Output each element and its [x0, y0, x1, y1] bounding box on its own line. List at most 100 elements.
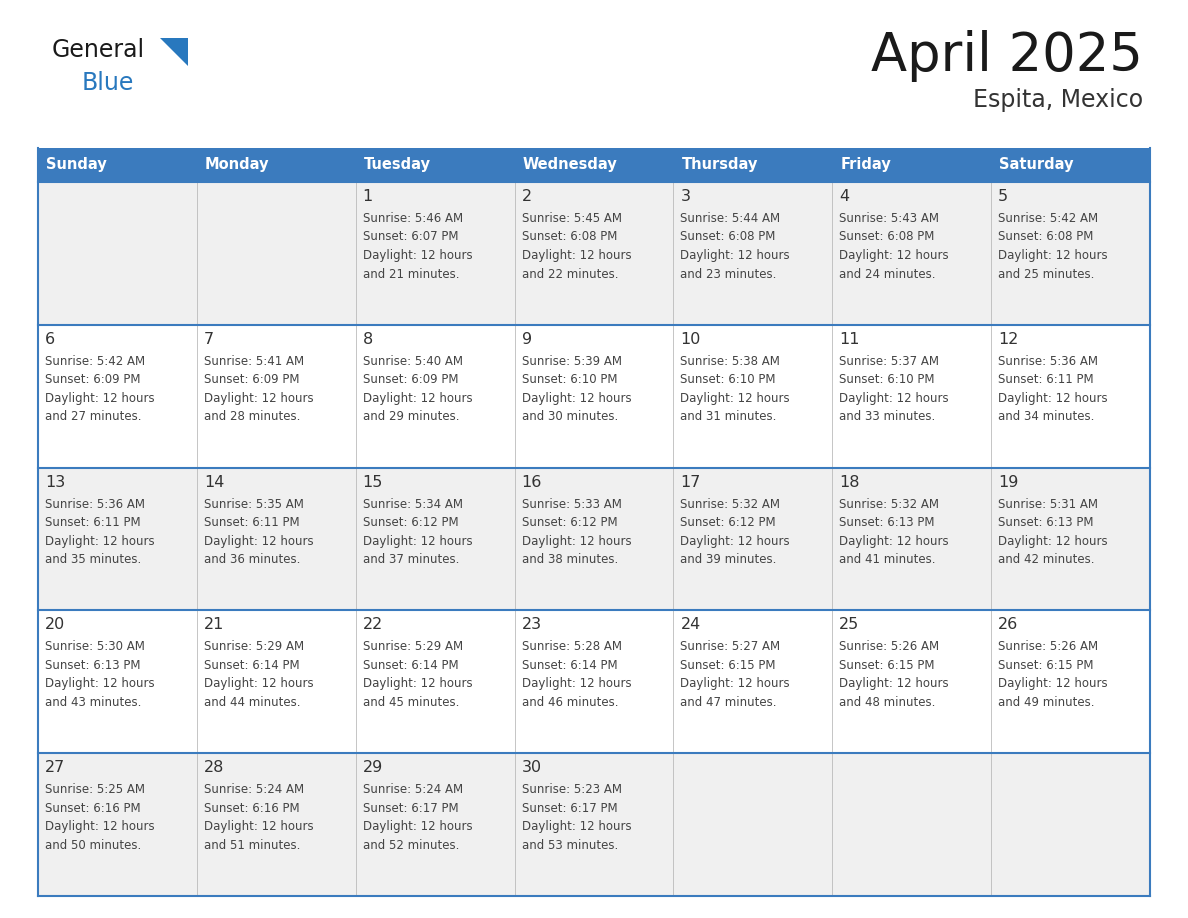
Text: Blue: Blue: [82, 71, 134, 95]
Text: Daylight: 12 hours: Daylight: 12 hours: [998, 392, 1107, 405]
Text: Daylight: 12 hours: Daylight: 12 hours: [839, 249, 949, 262]
Text: Sunrise: 5:25 AM: Sunrise: 5:25 AM: [45, 783, 145, 796]
Text: and 37 minutes.: and 37 minutes.: [362, 554, 459, 566]
Text: 21: 21: [204, 618, 225, 633]
Text: Daylight: 12 hours: Daylight: 12 hours: [45, 392, 154, 405]
Text: 1: 1: [362, 189, 373, 204]
Text: Sunset: 6:08 PM: Sunset: 6:08 PM: [998, 230, 1093, 243]
Text: Sunrise: 5:26 AM: Sunrise: 5:26 AM: [839, 641, 940, 654]
Text: Daylight: 12 hours: Daylight: 12 hours: [204, 677, 314, 690]
Text: Sunrise: 5:37 AM: Sunrise: 5:37 AM: [839, 354, 940, 368]
Text: Daylight: 12 hours: Daylight: 12 hours: [45, 820, 154, 834]
Text: Daylight: 12 hours: Daylight: 12 hours: [839, 392, 949, 405]
Text: Daylight: 12 hours: Daylight: 12 hours: [522, 820, 631, 834]
Text: 16: 16: [522, 475, 542, 489]
Text: Saturday: Saturday: [999, 158, 1074, 173]
Text: Sunset: 6:07 PM: Sunset: 6:07 PM: [362, 230, 459, 243]
Text: Sunrise: 5:42 AM: Sunrise: 5:42 AM: [45, 354, 145, 368]
Text: Sunset: 6:15 PM: Sunset: 6:15 PM: [839, 659, 935, 672]
Text: Sunset: 6:08 PM: Sunset: 6:08 PM: [522, 230, 617, 243]
Text: 23: 23: [522, 618, 542, 633]
Text: Daylight: 12 hours: Daylight: 12 hours: [681, 677, 790, 690]
Text: Sunset: 6:09 PM: Sunset: 6:09 PM: [362, 374, 459, 386]
Text: Sunset: 6:08 PM: Sunset: 6:08 PM: [839, 230, 935, 243]
Text: and 47 minutes.: and 47 minutes.: [681, 696, 777, 709]
Text: Sunset: 6:17 PM: Sunset: 6:17 PM: [362, 801, 459, 814]
Text: Daylight: 12 hours: Daylight: 12 hours: [362, 249, 473, 262]
Text: Sunset: 6:08 PM: Sunset: 6:08 PM: [681, 230, 776, 243]
Text: and 39 minutes.: and 39 minutes.: [681, 554, 777, 566]
Text: Sunrise: 5:42 AM: Sunrise: 5:42 AM: [998, 212, 1098, 225]
Text: 10: 10: [681, 331, 701, 347]
Text: 18: 18: [839, 475, 860, 489]
Text: Sunset: 6:09 PM: Sunset: 6:09 PM: [45, 374, 140, 386]
Text: Daylight: 12 hours: Daylight: 12 hours: [362, 534, 473, 548]
Text: 17: 17: [681, 475, 701, 489]
Text: Sunset: 6:15 PM: Sunset: 6:15 PM: [681, 659, 776, 672]
Text: Daylight: 12 hours: Daylight: 12 hours: [998, 534, 1107, 548]
Text: Sunset: 6:17 PM: Sunset: 6:17 PM: [522, 801, 618, 814]
Text: and 25 minutes.: and 25 minutes.: [998, 267, 1094, 281]
Text: Sunrise: 5:26 AM: Sunrise: 5:26 AM: [998, 641, 1098, 654]
Text: Wednesday: Wednesday: [523, 158, 618, 173]
Bar: [38, 182, 1150, 325]
Text: Sunset: 6:13 PM: Sunset: 6:13 PM: [45, 659, 140, 672]
Text: Daylight: 12 hours: Daylight: 12 hours: [45, 677, 154, 690]
Text: Sunrise: 5:45 AM: Sunrise: 5:45 AM: [522, 212, 621, 225]
Text: 8: 8: [362, 331, 373, 347]
Text: Sunrise: 5:27 AM: Sunrise: 5:27 AM: [681, 641, 781, 654]
Text: and 53 minutes.: and 53 minutes.: [522, 839, 618, 852]
Text: 6: 6: [45, 331, 55, 347]
Text: Sunset: 6:14 PM: Sunset: 6:14 PM: [362, 659, 459, 672]
Text: Monday: Monday: [204, 158, 270, 173]
Text: Daylight: 12 hours: Daylight: 12 hours: [522, 677, 631, 690]
Text: and 45 minutes.: and 45 minutes.: [362, 696, 459, 709]
Text: Sunset: 6:12 PM: Sunset: 6:12 PM: [681, 516, 776, 529]
Text: 27: 27: [45, 760, 65, 775]
Text: 2: 2: [522, 189, 532, 204]
Text: Daylight: 12 hours: Daylight: 12 hours: [204, 392, 314, 405]
Bar: [38, 753, 1150, 896]
Text: and 34 minutes.: and 34 minutes.: [998, 410, 1094, 423]
Text: Sunrise: 5:28 AM: Sunrise: 5:28 AM: [522, 641, 621, 654]
Text: 19: 19: [998, 475, 1018, 489]
Text: and 48 minutes.: and 48 minutes.: [839, 696, 936, 709]
Text: 24: 24: [681, 618, 701, 633]
Text: 4: 4: [839, 189, 849, 204]
Text: Daylight: 12 hours: Daylight: 12 hours: [998, 677, 1107, 690]
Text: and 50 minutes.: and 50 minutes.: [45, 839, 141, 852]
Text: and 27 minutes.: and 27 minutes.: [45, 410, 141, 423]
Text: Daylight: 12 hours: Daylight: 12 hours: [839, 677, 949, 690]
Text: 22: 22: [362, 618, 383, 633]
Text: Sunrise: 5:32 AM: Sunrise: 5:32 AM: [839, 498, 940, 510]
Text: Sunrise: 5:30 AM: Sunrise: 5:30 AM: [45, 641, 145, 654]
Text: Sunset: 6:10 PM: Sunset: 6:10 PM: [839, 374, 935, 386]
Text: Sunset: 6:15 PM: Sunset: 6:15 PM: [998, 659, 1094, 672]
Text: and 41 minutes.: and 41 minutes.: [839, 554, 936, 566]
Text: Sunset: 6:10 PM: Sunset: 6:10 PM: [522, 374, 617, 386]
Text: 12: 12: [998, 331, 1018, 347]
Text: Sunrise: 5:40 AM: Sunrise: 5:40 AM: [362, 354, 462, 368]
Text: 13: 13: [45, 475, 65, 489]
Text: and 42 minutes.: and 42 minutes.: [998, 554, 1094, 566]
Text: Sunrise: 5:23 AM: Sunrise: 5:23 AM: [522, 783, 621, 796]
Text: Daylight: 12 hours: Daylight: 12 hours: [45, 534, 154, 548]
Text: 11: 11: [839, 331, 860, 347]
Text: and 43 minutes.: and 43 minutes.: [45, 696, 141, 709]
Text: Sunrise: 5:34 AM: Sunrise: 5:34 AM: [362, 498, 462, 510]
Text: Sunrise: 5:35 AM: Sunrise: 5:35 AM: [204, 498, 304, 510]
Text: 20: 20: [45, 618, 65, 633]
Text: Sunrise: 5:24 AM: Sunrise: 5:24 AM: [204, 783, 304, 796]
Text: and 38 minutes.: and 38 minutes.: [522, 554, 618, 566]
Text: and 33 minutes.: and 33 minutes.: [839, 410, 935, 423]
Bar: [38, 325, 1150, 467]
Text: Sunrise: 5:44 AM: Sunrise: 5:44 AM: [681, 212, 781, 225]
Text: Daylight: 12 hours: Daylight: 12 hours: [362, 820, 473, 834]
Text: Sunset: 6:13 PM: Sunset: 6:13 PM: [839, 516, 935, 529]
Text: Daylight: 12 hours: Daylight: 12 hours: [522, 534, 631, 548]
Text: Sunset: 6:11 PM: Sunset: 6:11 PM: [998, 374, 1094, 386]
Text: and 44 minutes.: and 44 minutes.: [204, 696, 301, 709]
Text: and 31 minutes.: and 31 minutes.: [681, 410, 777, 423]
Text: 9: 9: [522, 331, 532, 347]
Text: 15: 15: [362, 475, 383, 489]
